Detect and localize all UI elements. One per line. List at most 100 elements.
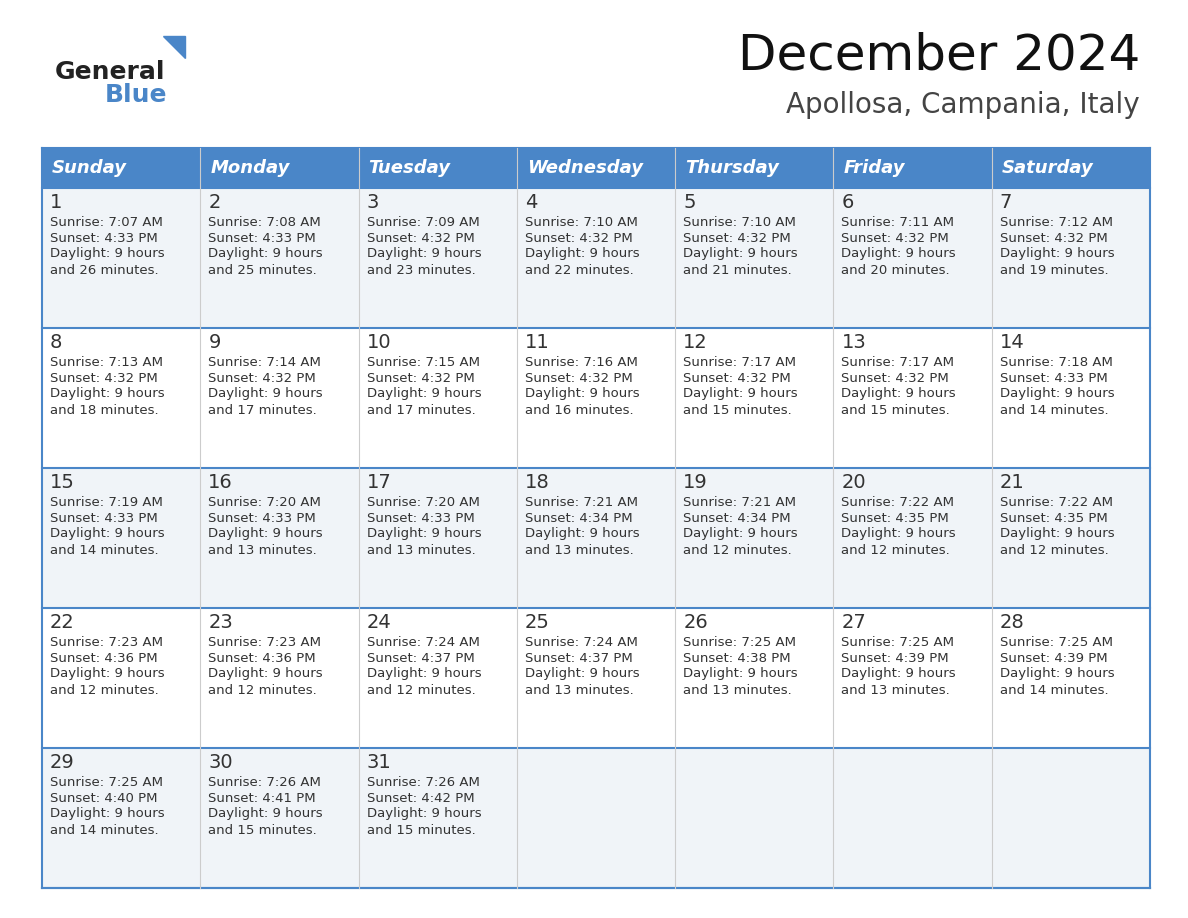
Text: and 12 minutes.: and 12 minutes. bbox=[208, 684, 317, 697]
Text: Sunset: 4:35 PM: Sunset: 4:35 PM bbox=[841, 511, 949, 524]
Bar bbox=[834, 608, 992, 748]
Bar bbox=[675, 748, 834, 888]
Text: Daylight: 9 hours: Daylight: 9 hours bbox=[1000, 248, 1114, 261]
Text: December 2024: December 2024 bbox=[738, 31, 1140, 79]
Text: and 14 minutes.: and 14 minutes. bbox=[1000, 684, 1108, 697]
Text: Sunset: 4:33 PM: Sunset: 4:33 PM bbox=[208, 231, 316, 244]
Text: Sunrise: 7:22 AM: Sunrise: 7:22 AM bbox=[1000, 496, 1113, 509]
Text: Daylight: 9 hours: Daylight: 9 hours bbox=[525, 248, 639, 261]
Text: Sunrise: 7:21 AM: Sunrise: 7:21 AM bbox=[683, 496, 796, 509]
Text: Daylight: 9 hours: Daylight: 9 hours bbox=[367, 528, 481, 541]
Bar bbox=[992, 468, 1150, 608]
Bar bbox=[517, 608, 675, 748]
Text: and 21 minutes.: and 21 minutes. bbox=[683, 263, 792, 276]
Text: Sunset: 4:39 PM: Sunset: 4:39 PM bbox=[1000, 652, 1107, 665]
Text: Sunset: 4:32 PM: Sunset: 4:32 PM bbox=[683, 231, 791, 244]
Text: Sunrise: 7:25 AM: Sunrise: 7:25 AM bbox=[841, 635, 954, 648]
Text: Wednesday: Wednesday bbox=[526, 159, 643, 177]
Text: Daylight: 9 hours: Daylight: 9 hours bbox=[683, 667, 798, 680]
Text: General: General bbox=[55, 60, 165, 84]
Text: 25: 25 bbox=[525, 612, 550, 632]
Text: Saturday: Saturday bbox=[1001, 159, 1093, 177]
Bar bbox=[201, 188, 359, 328]
Text: Daylight: 9 hours: Daylight: 9 hours bbox=[841, 667, 956, 680]
Text: Sunset: 4:38 PM: Sunset: 4:38 PM bbox=[683, 652, 791, 665]
Text: Sunset: 4:32 PM: Sunset: 4:32 PM bbox=[841, 231, 949, 244]
Text: Daylight: 9 hours: Daylight: 9 hours bbox=[50, 808, 165, 821]
Bar bbox=[42, 148, 201, 188]
Text: Daylight: 9 hours: Daylight: 9 hours bbox=[50, 528, 165, 541]
Text: Sunrise: 7:26 AM: Sunrise: 7:26 AM bbox=[367, 776, 480, 789]
Text: Daylight: 9 hours: Daylight: 9 hours bbox=[525, 528, 639, 541]
Text: and 26 minutes.: and 26 minutes. bbox=[50, 263, 159, 276]
Text: Sunrise: 7:17 AM: Sunrise: 7:17 AM bbox=[683, 355, 796, 368]
Text: 29: 29 bbox=[50, 753, 75, 771]
Text: Sunrise: 7:24 AM: Sunrise: 7:24 AM bbox=[525, 635, 638, 648]
Text: and 14 minutes.: and 14 minutes. bbox=[50, 823, 159, 836]
Text: and 15 minutes.: and 15 minutes. bbox=[841, 404, 950, 417]
Text: and 12 minutes.: and 12 minutes. bbox=[50, 684, 159, 697]
Text: Monday: Monday bbox=[210, 159, 290, 177]
Text: 27: 27 bbox=[841, 612, 866, 632]
Text: Sunset: 4:39 PM: Sunset: 4:39 PM bbox=[841, 652, 949, 665]
Text: Daylight: 9 hours: Daylight: 9 hours bbox=[1000, 667, 1114, 680]
Bar bbox=[992, 148, 1150, 188]
Text: Apollosa, Campania, Italy: Apollosa, Campania, Italy bbox=[786, 91, 1140, 119]
Text: and 13 minutes.: and 13 minutes. bbox=[208, 543, 317, 556]
Text: Sunset: 4:36 PM: Sunset: 4:36 PM bbox=[50, 652, 158, 665]
Bar bbox=[359, 188, 517, 328]
Text: Sunrise: 7:25 AM: Sunrise: 7:25 AM bbox=[683, 635, 796, 648]
Text: and 17 minutes.: and 17 minutes. bbox=[367, 404, 475, 417]
Text: Sunset: 4:42 PM: Sunset: 4:42 PM bbox=[367, 791, 474, 804]
Bar bbox=[42, 748, 201, 888]
Text: Sunday: Sunday bbox=[52, 159, 127, 177]
Bar bbox=[517, 328, 675, 468]
Text: Sunrise: 7:22 AM: Sunrise: 7:22 AM bbox=[841, 496, 954, 509]
Text: Sunset: 4:37 PM: Sunset: 4:37 PM bbox=[525, 652, 632, 665]
Text: Sunrise: 7:16 AM: Sunrise: 7:16 AM bbox=[525, 355, 638, 368]
Text: Sunset: 4:37 PM: Sunset: 4:37 PM bbox=[367, 652, 474, 665]
Text: and 23 minutes.: and 23 minutes. bbox=[367, 263, 475, 276]
Text: Sunrise: 7:10 AM: Sunrise: 7:10 AM bbox=[683, 216, 796, 229]
Bar bbox=[675, 608, 834, 748]
Text: Sunrise: 7:14 AM: Sunrise: 7:14 AM bbox=[208, 355, 321, 368]
Text: Daylight: 9 hours: Daylight: 9 hours bbox=[208, 387, 323, 400]
Text: Daylight: 9 hours: Daylight: 9 hours bbox=[841, 387, 956, 400]
Bar bbox=[517, 748, 675, 888]
Bar bbox=[834, 468, 992, 608]
Bar bbox=[992, 328, 1150, 468]
Text: Sunrise: 7:17 AM: Sunrise: 7:17 AM bbox=[841, 355, 954, 368]
Text: 14: 14 bbox=[1000, 332, 1024, 352]
Text: 18: 18 bbox=[525, 473, 550, 491]
Text: Daylight: 9 hours: Daylight: 9 hours bbox=[50, 667, 165, 680]
Bar bbox=[675, 328, 834, 468]
Text: Sunset: 4:32 PM: Sunset: 4:32 PM bbox=[367, 231, 474, 244]
Text: Daylight: 9 hours: Daylight: 9 hours bbox=[841, 248, 956, 261]
Text: and 15 minutes.: and 15 minutes. bbox=[367, 823, 475, 836]
Bar bbox=[675, 188, 834, 328]
Text: Daylight: 9 hours: Daylight: 9 hours bbox=[50, 248, 165, 261]
Text: 28: 28 bbox=[1000, 612, 1024, 632]
Text: and 25 minutes.: and 25 minutes. bbox=[208, 263, 317, 276]
Bar bbox=[201, 748, 359, 888]
Text: 15: 15 bbox=[50, 473, 75, 491]
Text: 7: 7 bbox=[1000, 193, 1012, 211]
Text: Sunrise: 7:20 AM: Sunrise: 7:20 AM bbox=[367, 496, 480, 509]
Text: Sunrise: 7:08 AM: Sunrise: 7:08 AM bbox=[208, 216, 321, 229]
Text: 6: 6 bbox=[841, 193, 854, 211]
Text: Sunset: 4:33 PM: Sunset: 4:33 PM bbox=[1000, 372, 1107, 385]
Text: Sunset: 4:34 PM: Sunset: 4:34 PM bbox=[683, 511, 791, 524]
Text: Daylight: 9 hours: Daylight: 9 hours bbox=[683, 528, 798, 541]
Text: 30: 30 bbox=[208, 753, 233, 771]
Text: and 13 minutes.: and 13 minutes. bbox=[525, 684, 633, 697]
Bar bbox=[992, 188, 1150, 328]
Text: and 13 minutes.: and 13 minutes. bbox=[525, 543, 633, 556]
Text: 8: 8 bbox=[50, 332, 63, 352]
Text: Sunrise: 7:09 AM: Sunrise: 7:09 AM bbox=[367, 216, 479, 229]
Text: and 13 minutes.: and 13 minutes. bbox=[683, 684, 792, 697]
Text: Sunrise: 7:23 AM: Sunrise: 7:23 AM bbox=[208, 635, 321, 648]
Text: Sunset: 4:32 PM: Sunset: 4:32 PM bbox=[525, 372, 632, 385]
Text: Sunset: 4:36 PM: Sunset: 4:36 PM bbox=[208, 652, 316, 665]
Text: Daylight: 9 hours: Daylight: 9 hours bbox=[367, 387, 481, 400]
Bar bbox=[517, 188, 675, 328]
